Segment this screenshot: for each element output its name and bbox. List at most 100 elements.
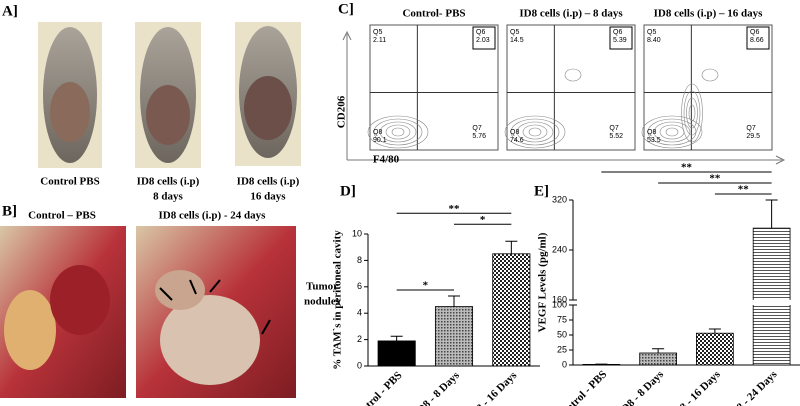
break-mark	[569, 299, 577, 306]
y-tick-label: 240	[552, 244, 567, 254]
quadrant-name: Q6	[613, 29, 622, 36]
gate-box	[609, 26, 633, 50]
quadrant-name: Q8	[510, 129, 519, 136]
error-bar	[652, 348, 665, 353]
axis-break	[567, 300, 800, 305]
quadrant-name: Q7	[609, 125, 618, 132]
bar	[377, 340, 416, 367]
y-tick-label: 25	[557, 344, 567, 354]
contour	[653, 121, 691, 143]
axis-label: F4/80	[373, 154, 400, 166]
bar	[492, 253, 531, 367]
y-tick-label: 2	[357, 334, 362, 344]
quadrant-name: Q6	[750, 29, 759, 36]
error-bar	[390, 335, 403, 341]
axis-arrow	[342, 30, 786, 165]
arrow	[159, 279, 271, 335]
quadrant-name: Q5	[647, 29, 656, 36]
y-tick-label: 0	[562, 359, 567, 369]
photo-label: Control – PBS	[28, 210, 96, 222]
bar	[752, 227, 791, 366]
contour	[522, 124, 548, 140]
panel-letter: C]	[338, 1, 354, 17]
organ	[160, 295, 260, 385]
quadrant-value: 74.6	[510, 137, 524, 144]
contour	[510, 118, 560, 146]
bar	[434, 306, 474, 367]
panel-letter: B]	[2, 203, 17, 219]
y-tick-label: 100	[552, 299, 567, 309]
plot-title: ID8 cells (i.p) – 16 days	[654, 8, 764, 20]
x-tick-label: ID8 - 8 Days	[616, 368, 666, 406]
y-tick-label: 320	[552, 194, 567, 204]
gate-box	[472, 26, 496, 50]
contour	[688, 104, 696, 122]
photo-label: 8 days	[153, 191, 183, 203]
belly	[146, 85, 190, 145]
quadrant-name: Q6	[476, 29, 485, 36]
plot-frame	[643, 24, 773, 151]
belly	[244, 76, 292, 140]
panel-letter: E]	[534, 183, 549, 199]
contour	[686, 97, 698, 129]
contour	[683, 90, 701, 136]
error-bar	[765, 199, 778, 229]
contour	[373, 118, 423, 146]
plot-frame	[369, 24, 499, 151]
organ	[155, 270, 205, 310]
quadrant-name: Q7	[746, 125, 755, 132]
quadrant-value: 2.03	[476, 37, 490, 44]
contour	[385, 124, 411, 140]
quadrant-value: 90.1	[373, 137, 387, 144]
photo-group	[38, 22, 301, 168]
contour	[504, 115, 566, 149]
photo-label: ID8 cells (i.p) - 24 days	[159, 210, 267, 222]
quadrant-value: 5.39	[613, 37, 627, 44]
photo-label: Control PBS	[40, 176, 99, 188]
y-tick-label: 160	[552, 294, 567, 304]
significance-label: **	[738, 184, 750, 196]
photo-label: ID8 cells (i.p)	[137, 176, 200, 188]
contour	[379, 121, 417, 143]
quadrant-value: 29.5	[746, 133, 760, 140]
panel-letter: A]	[2, 3, 18, 19]
contour	[641, 115, 703, 149]
y-tick-label: 6	[357, 281, 362, 291]
plot-frame	[506, 24, 636, 151]
bar	[639, 352, 677, 366]
x-tick-label: ID8 - 16 Days	[669, 368, 723, 406]
bar	[696, 332, 734, 366]
quadrant-name: Q7	[472, 125, 481, 132]
y-tick-label: 50	[557, 329, 567, 339]
y-tick-label: 75	[557, 314, 567, 324]
significance-label: *	[423, 280, 429, 292]
photo-label: 16 days	[250, 191, 286, 203]
quadrant-value: 53.5	[647, 137, 661, 144]
belly	[50, 82, 90, 142]
contour	[564, 68, 582, 82]
y-axis-label: % TAM`s in peritoneal cavity	[332, 230, 344, 370]
contour	[701, 68, 719, 82]
quadrant-value: 5.52	[609, 133, 623, 140]
significance-label: **	[449, 203, 461, 215]
significance-label: **	[709, 173, 721, 185]
error-bar	[505, 240, 518, 254]
y-tick-label: 0	[357, 360, 362, 370]
y-tick-label: 8	[357, 255, 362, 265]
panel-letter: D]	[340, 183, 356, 199]
axis-label: CD206	[336, 95, 348, 128]
gate-box	[746, 26, 770, 50]
x-tick-label: Control - PBS	[350, 369, 405, 406]
quadrant-name: Q5	[510, 29, 519, 36]
x-tick-label: ID8 - 24 Days	[726, 368, 780, 406]
photo-label: ID8 cells (i.p)	[237, 176, 300, 188]
x-tick-label: Control - PBS	[554, 368, 609, 406]
organ	[4, 290, 56, 370]
y-tick-label: 10	[352, 228, 362, 238]
significance-label: *	[480, 214, 486, 226]
significance-label: **	[681, 162, 693, 174]
quadrant-value: 5.76	[472, 133, 486, 140]
quadrant-name: Q5	[373, 29, 382, 36]
annotation: nodules	[304, 296, 341, 308]
